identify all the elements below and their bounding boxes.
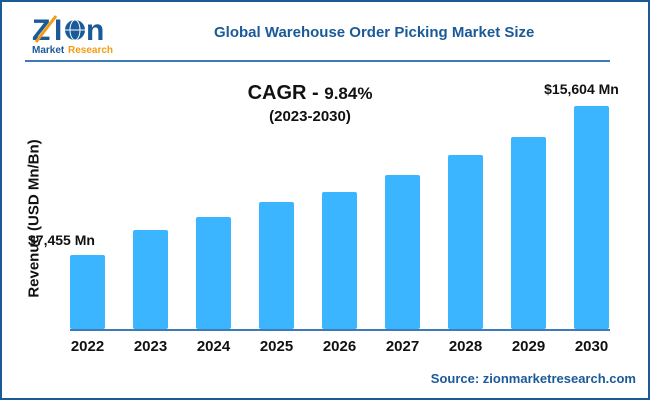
source-text: Source: zionmarketresearch.com bbox=[430, 371, 636, 386]
bar-2026 bbox=[322, 192, 357, 329]
bar-2030 bbox=[574, 106, 609, 329]
x-tick-label: 2030 bbox=[575, 338, 608, 355]
x-tick-label: 2028 bbox=[449, 338, 482, 355]
cagr-label: CAGR - bbox=[247, 82, 325, 104]
x-tick-label: 2029 bbox=[512, 338, 545, 355]
bar-2029 bbox=[511, 137, 546, 329]
bar-2023 bbox=[133, 230, 168, 329]
data-label: $7,455 Mn bbox=[28, 232, 95, 248]
logo-arrow-icon bbox=[34, 15, 58, 43]
header-divider bbox=[25, 60, 610, 62]
bar-2025 bbox=[259, 202, 294, 329]
svg-text:I: I bbox=[54, 14, 62, 47]
x-tick-label: 2022 bbox=[71, 338, 104, 355]
zion-logo: Z I n Market Research bbox=[32, 14, 113, 56]
x-tick-label: 2026 bbox=[323, 338, 356, 355]
x-tick-label: 2025 bbox=[260, 338, 293, 355]
x-tick-label: 2023 bbox=[134, 338, 167, 355]
data-label: $15,604 Mn bbox=[544, 81, 619, 97]
logo-zion-text: Z bbox=[32, 14, 50, 47]
cagr-annotation: CAGR - 9.84% bbox=[210, 82, 410, 105]
x-tick-label: 2024 bbox=[197, 338, 231, 355]
x-tick-label: 2027 bbox=[386, 338, 419, 355]
svg-text:n: n bbox=[86, 14, 104, 47]
bar-2028 bbox=[448, 155, 483, 329]
bar-2022 bbox=[70, 255, 105, 329]
chart-title: Global Warehouse Order Picking Market Si… bbox=[214, 24, 535, 41]
cagr-period: (2023-2030) bbox=[269, 108, 351, 125]
bar-2027 bbox=[385, 175, 420, 329]
svg-text:Market: Market bbox=[32, 45, 65, 56]
bar-2024 bbox=[196, 217, 231, 329]
cagr-value: 9.84% bbox=[324, 84, 373, 103]
svg-text:Research: Research bbox=[68, 45, 113, 56]
